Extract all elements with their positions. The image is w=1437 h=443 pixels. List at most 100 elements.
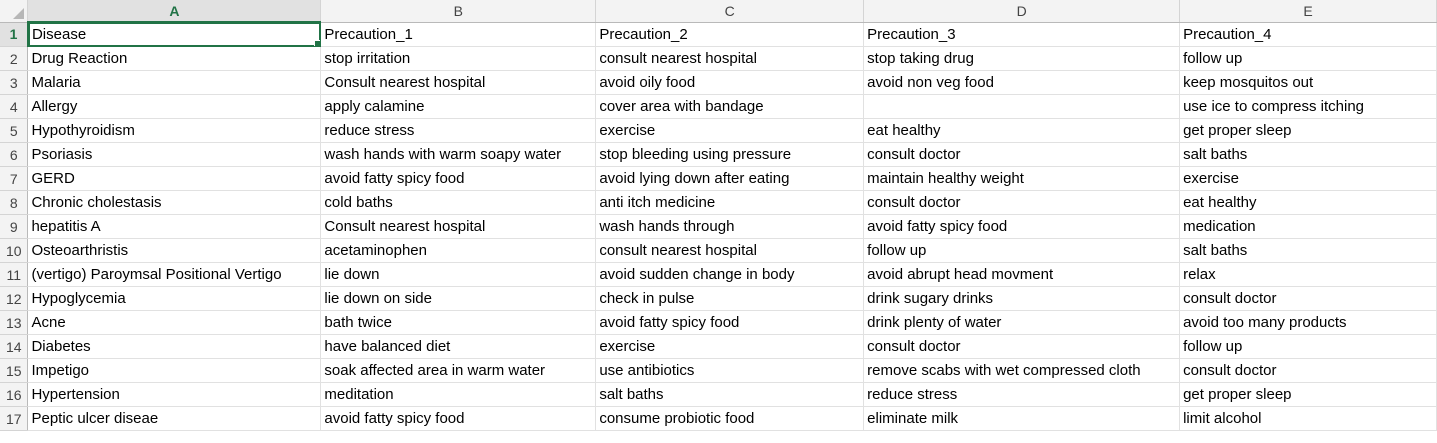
cell-d6[interactable]: consult doctor: [864, 143, 1180, 167]
cell-e5[interactable]: get proper sleep: [1180, 119, 1437, 143]
cell-b14[interactable]: have balanced diet: [321, 335, 596, 359]
cell-b3[interactable]: Consult nearest hospital: [321, 71, 596, 95]
cell-d5[interactable]: eat healthy: [864, 119, 1180, 143]
cell-a2[interactable]: Drug Reaction: [28, 47, 321, 71]
cell-e3[interactable]: keep mosquitos out: [1180, 71, 1437, 95]
cell-c17[interactable]: consume probiotic food: [596, 407, 864, 431]
cell-d2[interactable]: stop taking drug: [864, 47, 1180, 71]
row-header[interactable]: 15: [0, 359, 28, 383]
cell-b11[interactable]: lie down: [321, 263, 596, 287]
cell-a5[interactable]: Hypothyroidism: [28, 119, 321, 143]
row-header[interactable]: 14: [0, 335, 28, 359]
row-header[interactable]: 3: [0, 71, 28, 95]
cell-b15[interactable]: soak affected area in warm water: [321, 359, 596, 383]
cell-e14[interactable]: follow up: [1180, 335, 1437, 359]
cell-d4[interactable]: [864, 95, 1180, 119]
column-header-d[interactable]: D: [864, 0, 1180, 22]
cell-a15[interactable]: Impetigo: [28, 359, 321, 383]
cell-b10[interactable]: acetaminophen: [321, 239, 596, 263]
cell-a3[interactable]: Malaria: [28, 71, 321, 95]
cell-b2[interactable]: stop irritation: [321, 47, 596, 71]
cell-c8[interactable]: anti itch medicine: [596, 191, 864, 215]
cell-e13[interactable]: avoid too many products: [1180, 311, 1437, 335]
cell-a17[interactable]: Peptic ulcer diseae: [28, 407, 321, 431]
row-header[interactable]: 12: [0, 287, 28, 311]
cell-a8[interactable]: Chronic cholestasis: [28, 191, 321, 215]
cell-e10[interactable]: salt baths: [1180, 239, 1437, 263]
cell-a11[interactable]: (vertigo) Paroymsal Positional Vertigo: [28, 263, 321, 287]
cell-d17[interactable]: eliminate milk: [864, 407, 1180, 431]
cell-b9[interactable]: Consult nearest hospital: [321, 215, 596, 239]
cell-c16[interactable]: salt baths: [596, 383, 864, 407]
cell-e17[interactable]: limit alcohol: [1180, 407, 1437, 431]
cell-d8[interactable]: consult doctor: [864, 191, 1180, 215]
cell-d7[interactable]: maintain healthy weight: [864, 167, 1180, 191]
cell-d3[interactable]: avoid non veg food: [864, 71, 1180, 95]
cell-e12[interactable]: consult doctor: [1180, 287, 1437, 311]
cell-c15[interactable]: use antibiotics: [596, 359, 864, 383]
cell-e16[interactable]: get proper sleep: [1180, 383, 1437, 407]
cell-e11[interactable]: relax: [1180, 263, 1437, 287]
cell-e7[interactable]: exercise: [1180, 167, 1437, 191]
row-header[interactable]: 6: [0, 143, 28, 167]
cell-b12[interactable]: lie down on side: [321, 287, 596, 311]
cell-b13[interactable]: bath twice: [321, 311, 596, 335]
cell-d14[interactable]: consult doctor: [864, 335, 1180, 359]
cell-a6[interactable]: Psoriasis: [28, 143, 321, 167]
cell-a13[interactable]: Acne: [28, 311, 321, 335]
cell-e6[interactable]: salt baths: [1180, 143, 1437, 167]
cell-e9[interactable]: medication: [1180, 215, 1437, 239]
cell-c3[interactable]: avoid oily food: [596, 71, 864, 95]
row-header[interactable]: 8: [0, 191, 28, 215]
cell-d10[interactable]: follow up: [864, 239, 1180, 263]
cell-c5[interactable]: exercise: [596, 119, 864, 143]
cell-a4[interactable]: Allergy: [28, 95, 321, 119]
row-header[interactable]: 10: [0, 239, 28, 263]
row-header[interactable]: 13: [0, 311, 28, 335]
cell-d16[interactable]: reduce stress: [864, 383, 1180, 407]
cell-e4[interactable]: use ice to compress itching: [1180, 95, 1437, 119]
cell-b1[interactable]: Precaution_1: [321, 22, 596, 47]
cell-b8[interactable]: cold baths: [321, 191, 596, 215]
row-header[interactable]: 1: [0, 22, 28, 47]
row-header[interactable]: 7: [0, 167, 28, 191]
cell-a10[interactable]: Osteoarthristis: [28, 239, 321, 263]
cell-a16[interactable]: Hypertension: [28, 383, 321, 407]
cell-d13[interactable]: drink plenty of water: [864, 311, 1180, 335]
row-header[interactable]: 2: [0, 47, 28, 71]
cell-c4[interactable]: cover area with bandage: [596, 95, 864, 119]
column-header-e[interactable]: E: [1180, 0, 1437, 22]
column-header-c[interactable]: C: [596, 0, 864, 22]
row-header[interactable]: 9: [0, 215, 28, 239]
cell-a1[interactable]: Disease: [28, 22, 321, 47]
cell-c14[interactable]: exercise: [596, 335, 864, 359]
select-all-button[interactable]: [0, 0, 28, 22]
cell-c7[interactable]: avoid lying down after eating: [596, 167, 864, 191]
cell-e8[interactable]: eat healthy: [1180, 191, 1437, 215]
column-header-b[interactable]: B: [321, 0, 596, 22]
cell-b6[interactable]: wash hands with warm soapy water: [321, 143, 596, 167]
cell-d12[interactable]: drink sugary drinks: [864, 287, 1180, 311]
cell-e1[interactable]: Precaution_4: [1180, 22, 1437, 47]
cell-d11[interactable]: avoid abrupt head movment: [864, 263, 1180, 287]
cell-c11[interactable]: avoid sudden change in body: [596, 263, 864, 287]
cell-a12[interactable]: Hypoglycemia: [28, 287, 321, 311]
cell-b16[interactable]: meditation: [321, 383, 596, 407]
cell-a7[interactable]: GERD: [28, 167, 321, 191]
cell-e2[interactable]: follow up: [1180, 47, 1437, 71]
cell-c12[interactable]: check in pulse: [596, 287, 864, 311]
cell-b7[interactable]: avoid fatty spicy food: [321, 167, 596, 191]
fill-handle[interactable]: [314, 40, 321, 47]
cell-a9[interactable]: hepatitis A: [28, 215, 321, 239]
cell-c2[interactable]: consult nearest hospital: [596, 47, 864, 71]
cell-a14[interactable]: Diabetes: [28, 335, 321, 359]
row-header[interactable]: 4: [0, 95, 28, 119]
cell-d15[interactable]: remove scabs with wet compressed cloth: [864, 359, 1180, 383]
cell-e15[interactable]: consult doctor: [1180, 359, 1437, 383]
row-header[interactable]: 5: [0, 119, 28, 143]
cell-d9[interactable]: avoid fatty spicy food: [864, 215, 1180, 239]
cell-c10[interactable]: consult nearest hospital: [596, 239, 864, 263]
cell-d1[interactable]: Precaution_3: [864, 22, 1180, 47]
row-header[interactable]: 16: [0, 383, 28, 407]
